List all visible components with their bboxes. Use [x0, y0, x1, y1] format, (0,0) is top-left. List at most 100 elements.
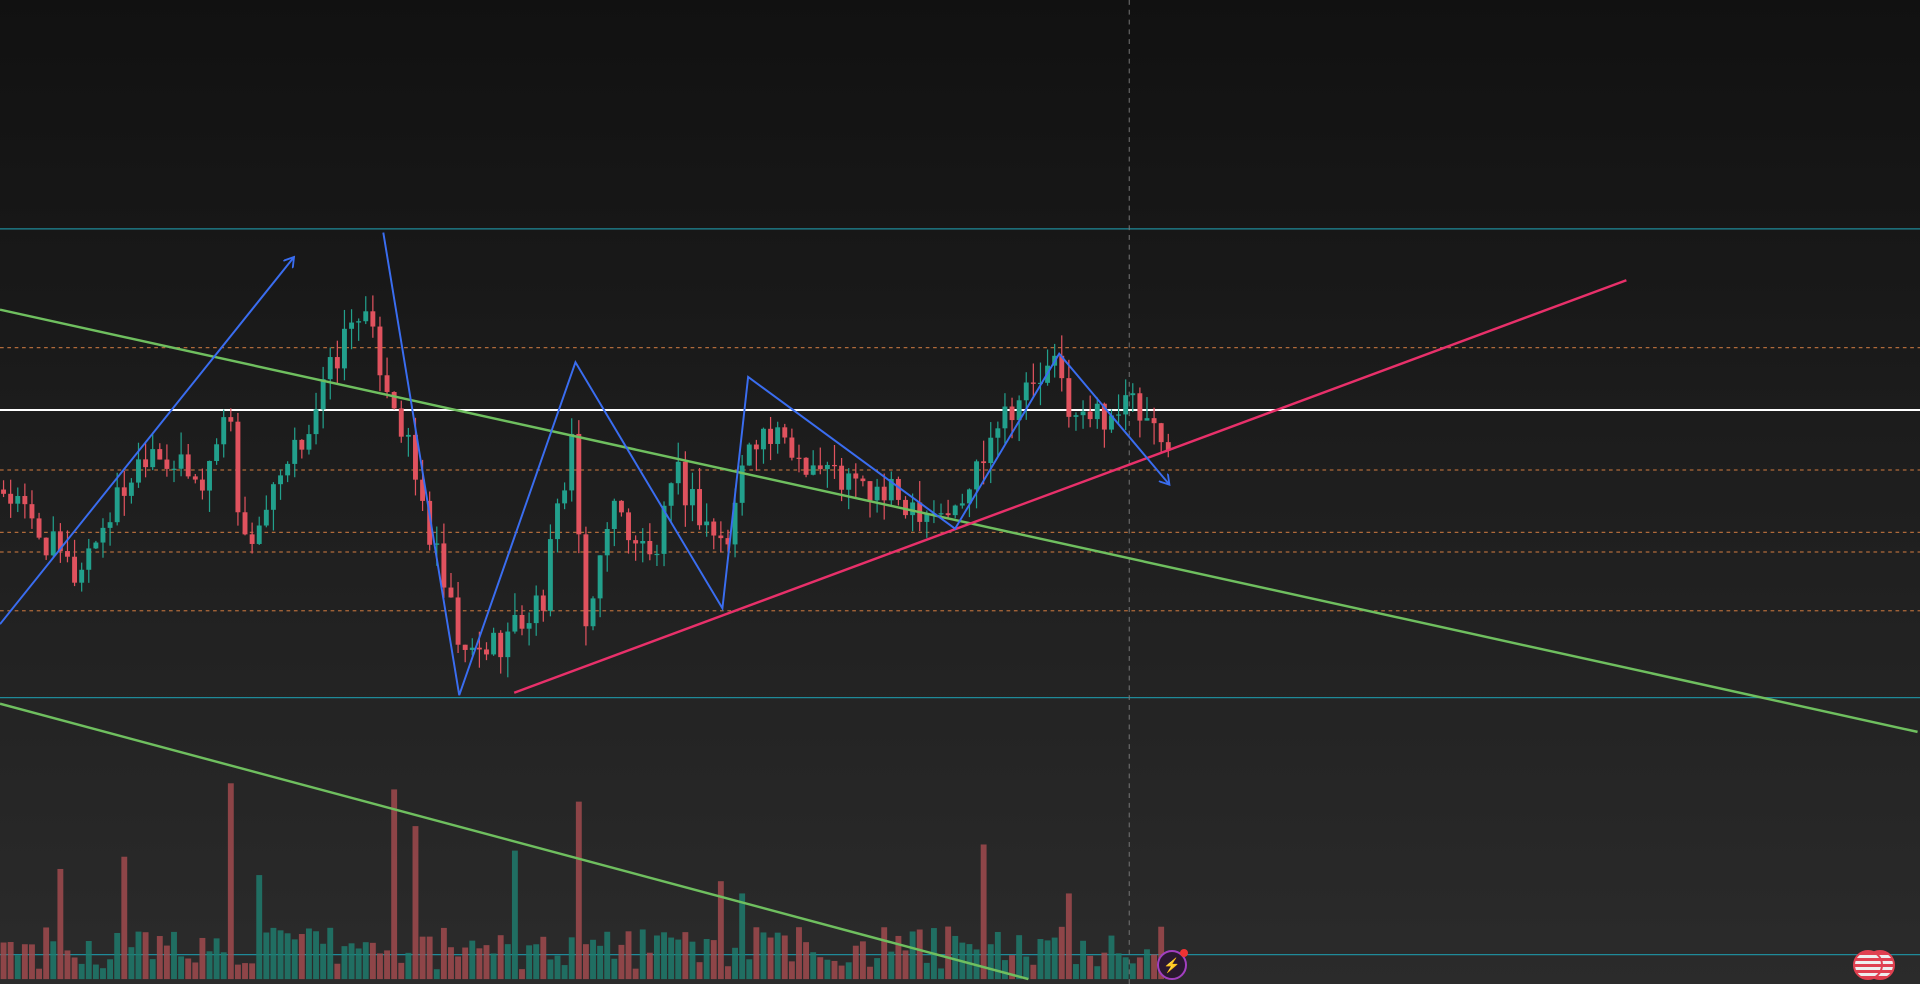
volume-bar [703, 939, 710, 980]
candle-up [320, 379, 326, 410]
candle-down [718, 535, 724, 539]
volume-bar [810, 952, 817, 980]
candle-up [15, 496, 21, 504]
candle-up [107, 522, 113, 528]
candle-up [93, 542, 99, 549]
candle-up [270, 484, 276, 510]
candle-down [370, 311, 376, 327]
volume-bar [21, 944, 28, 980]
volume-bar [540, 936, 547, 980]
candle-down [1087, 411, 1093, 420]
volume-bar [142, 932, 149, 980]
candle-down [249, 534, 255, 544]
volume-bar [1002, 960, 1008, 980]
volume-bar [852, 945, 859, 980]
candle-up [704, 521, 710, 526]
candle-down [1151, 418, 1157, 424]
volume-bar [533, 944, 540, 980]
volume-bar [156, 936, 163, 980]
candle-up [100, 527, 106, 543]
volume-bar [753, 927, 760, 980]
candle-down [43, 537, 49, 556]
volume-bar [199, 937, 206, 980]
candle-down [626, 512, 631, 541]
volume-bar [561, 965, 568, 980]
volume-bar [242, 963, 248, 980]
candle-up [590, 598, 596, 627]
candle-up [974, 461, 979, 490]
candle-up [597, 555, 603, 599]
volume-bar [50, 941, 57, 980]
candle-up [526, 623, 532, 629]
volume-bar [107, 959, 114, 980]
volume-bar [391, 789, 398, 980]
volume-bar [1144, 949, 1150, 980]
volume-bar [895, 935, 902, 980]
volume-bar [817, 957, 824, 980]
candle-down [185, 454, 191, 477]
volume-bar [476, 948, 483, 980]
volume-bar [1030, 964, 1037, 980]
candle-up [604, 528, 610, 556]
volume-bar [966, 944, 973, 980]
candle-down [228, 417, 234, 422]
volume-bar [29, 944, 35, 980]
candle-down [540, 595, 546, 611]
volume-bar [114, 932, 121, 980]
candle-up [405, 434, 411, 437]
volume-bar [788, 961, 795, 980]
volume-bar [78, 963, 85, 980]
volume-bar [270, 927, 277, 980]
volume-bar [135, 931, 142, 980]
volume-bar [987, 944, 994, 980]
candle-down [860, 478, 866, 482]
volume-bar [611, 958, 618, 980]
volume-bar [739, 893, 746, 980]
candle-down [484, 649, 489, 655]
volume-bar [412, 826, 419, 980]
candle-down [789, 437, 795, 458]
candle-up [1016, 400, 1022, 421]
candle-up [888, 478, 894, 501]
candle-down [633, 540, 639, 544]
volume-bar [348, 943, 355, 980]
candle-up [874, 486, 880, 501]
volume-bar [1115, 953, 1122, 980]
volume-bar [824, 959, 831, 980]
volume-bar [334, 963, 341, 980]
volume-bar [469, 940, 476, 980]
lightning-event-icon[interactable]: ⚡ [1157, 949, 1188, 980]
candle-up [988, 437, 994, 464]
volume-bar [85, 940, 92, 980]
candle-down [398, 408, 404, 437]
volume-bar [284, 933, 291, 980]
candle-up [79, 569, 85, 583]
volume-bar [57, 868, 64, 980]
volume-bar [938, 968, 944, 980]
candle-down [8, 493, 14, 504]
candle-up [555, 503, 560, 540]
volume-bar [440, 927, 447, 980]
candle-down [583, 534, 589, 627]
volume-bar [952, 935, 959, 980]
candle-down [981, 461, 987, 464]
us-flag-event-icon[interactable] [1853, 950, 1883, 980]
candle-down [1066, 378, 1072, 417]
volume-bar [1023, 956, 1030, 980]
candle-down [22, 496, 28, 505]
volume-bar [7, 942, 14, 980]
candle-down [455, 597, 461, 645]
volume-bar [874, 958, 881, 980]
volume-bar [554, 955, 561, 980]
candle-down [1009, 406, 1015, 421]
volume-bar [277, 930, 284, 980]
candle-up [1144, 418, 1150, 421]
candle-up [547, 539, 553, 611]
candle-down [839, 465, 845, 490]
volume-bar [256, 875, 263, 980]
candle-down [832, 464, 837, 467]
volume-bar [398, 962, 405, 980]
volume-bar [547, 959, 554, 980]
volume-bar [490, 953, 497, 980]
